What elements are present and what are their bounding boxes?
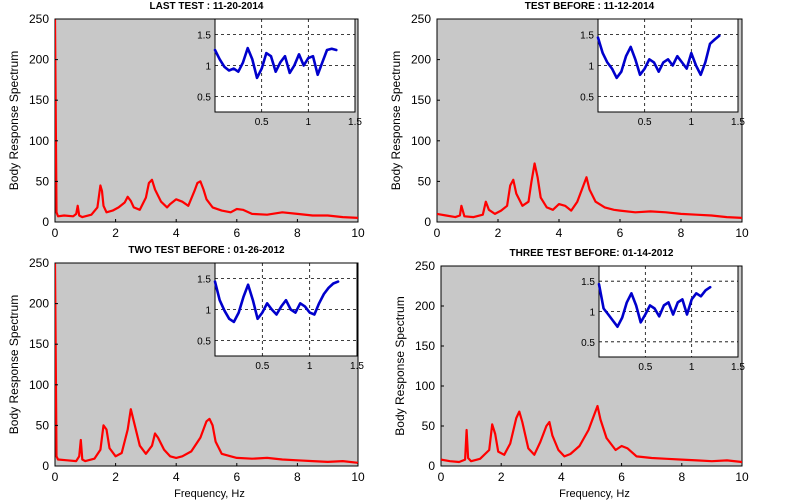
inset-x-tick-label: 1.5: [348, 117, 362, 128]
y-tick-label: 200: [29, 297, 49, 311]
subplot-title: LAST TEST : 11-20-2014: [150, 1, 264, 12]
x-tick-label: 10: [735, 226, 749, 240]
x-tick-label: 6: [233, 470, 240, 484]
x-axis-label: Frequency, Hz: [174, 488, 245, 500]
y-tick-label: 100: [411, 134, 431, 148]
x-tick-label: 4: [558, 470, 565, 484]
inset-x-tick-label: 1.5: [350, 361, 364, 372]
y-tick-label: 50: [418, 174, 432, 188]
subplot-title: THREE TEST BEFORE: 01-14-2012: [510, 248, 674, 259]
y-tick-label: 200: [415, 299, 435, 313]
y-tick-label: 100: [415, 379, 435, 393]
inset-y-tick-label: 1.5: [197, 31, 211, 42]
x-tick-label: 10: [351, 226, 365, 240]
y-axis-label: Body Response Spectrum: [7, 295, 21, 434]
inset-line: [597, 282, 712, 329]
x-tick-label: 0: [438, 470, 445, 484]
inset-x-tick-label: 1: [306, 117, 312, 128]
x-tick-label: 8: [294, 226, 301, 240]
y-tick-label: 200: [29, 53, 49, 67]
inset-line: [213, 280, 340, 324]
x-tick-label: 2: [112, 470, 119, 484]
y-tick-label: 150: [29, 337, 49, 351]
inset-line: [213, 46, 338, 80]
y-tick-label: 250: [29, 12, 49, 26]
y-axis-label: Body Response Spectrum: [393, 296, 407, 435]
x-tick-label: 6: [617, 226, 624, 240]
inset-y-tick-label: 0.5: [197, 93, 211, 104]
x-tick-label: 6: [618, 470, 625, 484]
y-tick-label: 0: [42, 459, 49, 473]
inset-y-tick-label: 1: [588, 62, 594, 73]
spectrum-line: [55, 18, 358, 219]
x-tick-label: 0: [434, 226, 441, 240]
y-tick-label: 150: [411, 93, 431, 107]
inset-plot: 0.5 1 1.5 0.5 1 1.5: [197, 18, 362, 128]
y-tick-label: 250: [29, 256, 49, 270]
spectrum-line: [437, 162, 742, 219]
x-tick-label: 10: [351, 470, 365, 484]
y-tick-label: 0: [428, 459, 435, 473]
x-tick-label: 6: [233, 226, 240, 240]
x-tick-label: 4: [173, 226, 180, 240]
x-tick-label: 8: [294, 470, 301, 484]
y-tick-label: 50: [422, 419, 436, 433]
y-tick-label: 0: [424, 215, 431, 229]
inset-y-tick-label: 0.5: [197, 337, 211, 348]
x-tick-label: 0: [52, 470, 59, 484]
y-tick-label: 50: [36, 174, 50, 188]
inset-y-tick-label: 0.5: [581, 338, 595, 349]
x-tick-label: 2: [495, 226, 502, 240]
spectrum-line: [55, 262, 358, 464]
y-tick-label: 250: [411, 12, 431, 26]
inset-plot: 0.5 1 1.5 0.5 1 1.5: [581, 265, 745, 373]
y-tick-label: 200: [411, 53, 431, 67]
subplot-title: TEST BEFORE : 11-12-2014: [525, 1, 655, 12]
y-axis-label: Body Response Spectrum: [389, 51, 403, 190]
x-axis-label: Frequency, Hz: [559, 488, 630, 500]
x-tick-label: 4: [556, 226, 563, 240]
inset-x-tick-label: 1: [307, 361, 313, 372]
inset-plot: 0.5 1 1.5 0.5 1 1.5: [197, 262, 364, 372]
inset-y-tick-label: 1: [205, 306, 211, 317]
y-tick-label: 0: [42, 215, 49, 229]
inset-y-tick-label: 1.5: [197, 275, 211, 286]
inset-x-tick-label: 1: [689, 362, 695, 373]
y-tick-label: 100: [29, 378, 49, 392]
inset-y-tick-label: 1: [589, 308, 595, 319]
inset-plot: 0.5 1 1.5 0.5 1 1.5: [580, 18, 745, 128]
inset-x-tick-label: 1.5: [731, 362, 745, 373]
spectrum-line: [441, 404, 742, 464]
x-tick-label: 8: [678, 470, 685, 484]
inset-x-tick-label: 0.5: [255, 117, 269, 128]
x-tick-label: 10: [735, 470, 749, 484]
inset-y-tick-label: 1.5: [580, 31, 594, 42]
x-tick-label: 0: [52, 226, 59, 240]
inset-line: [596, 34, 721, 80]
y-tick-label: 100: [29, 134, 49, 148]
inset-y-tick-label: 0.5: [580, 93, 594, 104]
x-tick-label: 2: [498, 470, 505, 484]
x-tick-label: 2: [112, 226, 119, 240]
inset-y-tick-label: 1.5: [581, 277, 595, 288]
y-tick-label: 250: [415, 259, 435, 273]
y-tick-label: 150: [29, 93, 49, 107]
inset-x-tick-label: 0.5: [638, 362, 652, 373]
x-tick-label: 8: [678, 226, 685, 240]
y-tick-label: 50: [36, 418, 50, 432]
x-tick-label: 4: [173, 470, 180, 484]
inset-x-tick-label: 0.5: [638, 117, 652, 128]
inset-y-tick-label: 1: [205, 62, 211, 73]
y-axis-label: Body Response Spectrum: [7, 51, 21, 190]
inset-x-tick-label: 1: [689, 117, 695, 128]
inset-x-tick-label: 0.5: [255, 361, 269, 372]
inset-x-tick-label: 1.5: [731, 117, 745, 128]
y-tick-label: 150: [415, 339, 435, 353]
subplot-title: TWO TEST BEFORE : 01-26-2012: [128, 245, 285, 256]
